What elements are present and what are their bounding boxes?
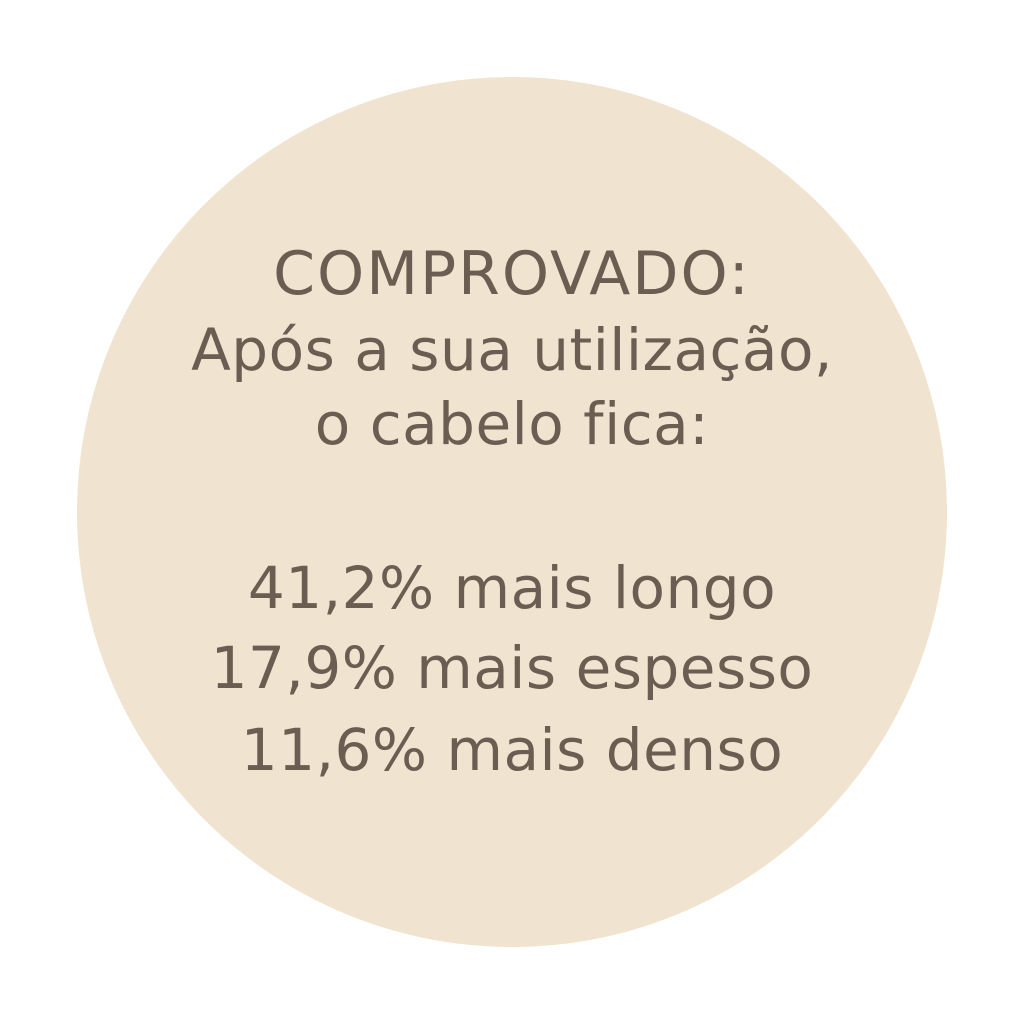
result-denser: 11,6% mais denso: [240, 716, 784, 784]
heading: COMPROVADO:: [273, 239, 751, 309]
beige-circle-badge: [77, 77, 947, 947]
intro-line-2: o cabelo fica:: [314, 390, 710, 458]
result-longer: 41,2% mais longo: [247, 554, 777, 622]
result-thicker: 17,9% mais espesso: [210, 634, 814, 702]
intro-line-1: Após a sua utilização,: [191, 316, 833, 384]
